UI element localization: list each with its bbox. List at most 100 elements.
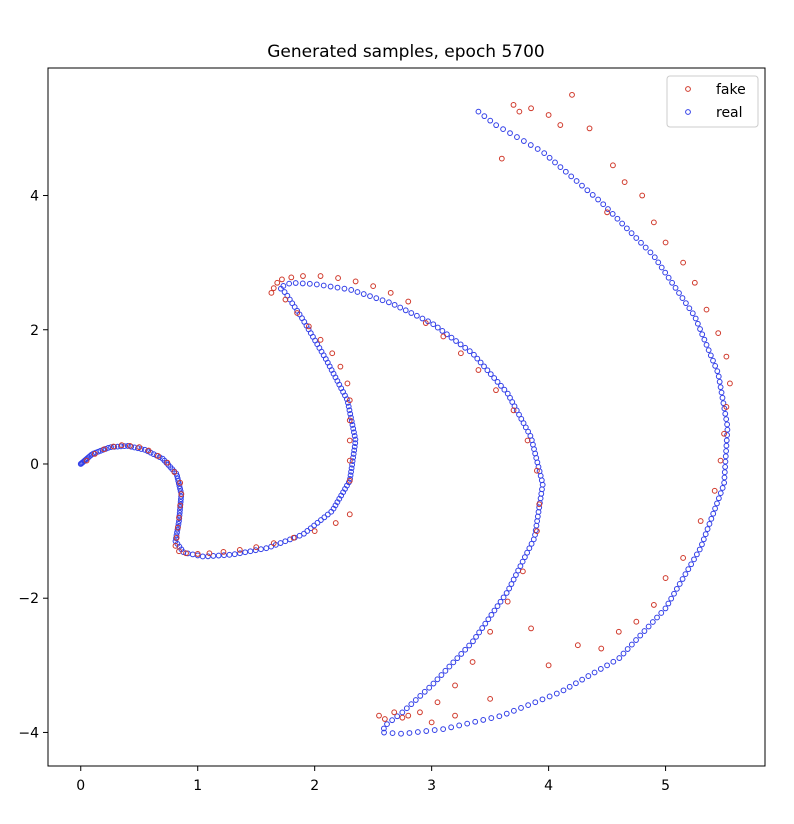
real-point — [722, 410, 729, 417]
fake-point — [290, 534, 297, 541]
fake-point — [317, 273, 324, 279]
fake-point — [279, 276, 285, 283]
real-point — [412, 697, 419, 703]
real-point — [497, 598, 504, 605]
real-point — [718, 389, 725, 396]
fake-point — [557, 122, 564, 128]
real-point — [351, 429, 357, 436]
fake-point — [650, 219, 657, 226]
real-point — [508, 581, 515, 587]
real-point — [703, 341, 710, 348]
fake-point — [545, 662, 552, 669]
real-point — [141, 446, 148, 453]
fake-point — [174, 524, 181, 531]
real-point — [426, 684, 433, 691]
real-point — [391, 301, 398, 308]
real-point — [476, 629, 483, 636]
fake-point — [172, 542, 179, 549]
real-point — [620, 650, 627, 657]
fake-point — [335, 275, 341, 281]
real-point — [350, 451, 357, 457]
axes-frame — [47, 67, 766, 767]
real-point — [398, 730, 404, 737]
real-point — [692, 315, 699, 322]
fake-point — [633, 618, 640, 625]
real-point — [462, 646, 469, 653]
real-point — [724, 421, 731, 428]
real-point — [474, 355, 481, 362]
real-point — [716, 378, 723, 385]
real-point — [708, 515, 715, 522]
fake-point — [220, 549, 227, 555]
x-tick-label: 3 — [427, 778, 436, 794]
fake-point — [346, 457, 353, 464]
real-point — [676, 290, 682, 296]
real-point — [485, 616, 492, 623]
real-point — [176, 483, 183, 489]
real-point — [313, 281, 320, 288]
fake-point — [177, 479, 184, 486]
fake-point — [417, 709, 423, 716]
real-point — [689, 310, 696, 317]
real-point — [373, 295, 380, 302]
real-point — [721, 474, 728, 481]
real-point — [585, 673, 592, 679]
fake-point — [469, 659, 476, 665]
real-point — [475, 108, 482, 115]
real-point — [394, 713, 401, 720]
x-tick-label: 5 — [661, 778, 670, 794]
real-point — [676, 581, 683, 587]
real-point — [488, 611, 495, 618]
real-point — [662, 605, 669, 612]
real-point — [221, 552, 227, 559]
fake-point — [253, 544, 260, 551]
real-point — [614, 215, 621, 222]
real-point — [707, 352, 714, 359]
real-point — [177, 488, 184, 495]
legend-label-fake: fake — [716, 82, 746, 98]
fake-point — [691, 279, 698, 286]
fake-point — [662, 575, 669, 581]
real-point — [651, 254, 658, 261]
real-point — [546, 154, 553, 161]
real-point — [510, 576, 517, 583]
fake-point — [721, 430, 727, 437]
real-point — [584, 187, 591, 194]
real-point — [671, 590, 677, 597]
real-point — [480, 717, 487, 723]
real-point — [348, 468, 354, 475]
fake-point — [332, 520, 339, 526]
fake-point — [516, 108, 523, 115]
real-point — [597, 666, 604, 672]
real-point — [533, 522, 540, 529]
fake-point — [610, 162, 616, 169]
real-point — [311, 522, 318, 529]
real-point — [345, 403, 352, 410]
real-point — [237, 550, 243, 557]
fake-point — [344, 380, 351, 387]
real-point — [702, 531, 709, 538]
real-point — [318, 517, 324, 523]
fake-point — [598, 645, 605, 652]
fake-point — [405, 298, 412, 305]
real-point — [417, 693, 424, 699]
real-point — [406, 730, 413, 736]
fake-point — [346, 477, 353, 484]
real-point — [385, 299, 392, 306]
fake-point — [639, 192, 646, 199]
fake-point — [194, 551, 201, 557]
real-point — [108, 444, 114, 451]
real-point — [517, 563, 524, 569]
fake-point — [680, 555, 687, 561]
fake-point — [110, 443, 117, 450]
fake-point — [288, 274, 295, 281]
real-point — [348, 287, 355, 293]
fake-point — [697, 518, 704, 524]
real-point — [431, 727, 438, 733]
real-point — [381, 729, 387, 736]
real-point — [589, 192, 596, 198]
real-point — [688, 561, 695, 568]
fake-point — [703, 306, 710, 313]
fake-point — [145, 447, 152, 454]
real-point — [714, 368, 721, 375]
